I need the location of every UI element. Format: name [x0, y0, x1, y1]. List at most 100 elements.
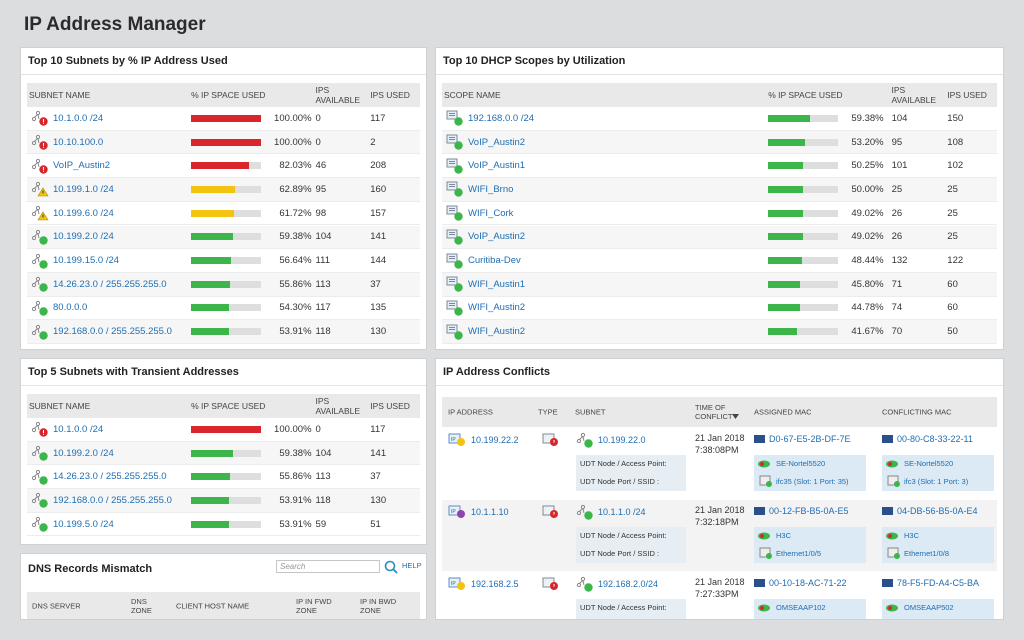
panel-title: Top 10 DHCP Scopes by Utilization — [443, 55, 626, 67]
subnet-link[interactable]: 10.199.2.0 /24 — [53, 231, 114, 243]
subnet-link[interactable]: 14.26.23.0 / 255.255.255.0 — [53, 278, 167, 290]
ip-link[interactable]: 10.199.22.2 — [471, 435, 519, 445]
subnet-link[interactable]: VoIP_Austin2 — [53, 160, 111, 172]
subnet-link[interactable]: 80.0.0.0 — [53, 302, 88, 314]
subnet-link[interactable]: 10.1.0.0 /24 — [53, 423, 104, 435]
table-row: 14.26.23.0 / 255.255.255.0 55.86% 113 37 — [27, 465, 420, 490]
subnet-link[interactable]: 10.1.1.0 /24 — [598, 507, 646, 517]
table-row: VoIP_Austin1 50.25% 101 102 — [442, 154, 997, 179]
bar — [191, 114, 262, 122]
icon — [754, 579, 765, 587]
subnet-link[interactable]: Curitiba-Dev — [468, 255, 521, 267]
subnet-link[interactable]: WIFI_Austin1 — [468, 278, 526, 290]
page-title: IP Address Manager — [24, 14, 206, 35]
mac-link[interactable]: 00-80-C8-33-22-11 — [897, 434, 973, 444]
subnet-link[interactable]: VoIP_Austin2 — [468, 231, 526, 243]
bar-track — [191, 328, 262, 336]
table-row: WIFI_Austin2 44.78% 74 60 — [442, 297, 997, 321]
bar-cell — [768, 233, 844, 241]
column-header: CONFLICTING MAC — [882, 407, 952, 417]
subnet-link[interactable]: WIFI_Austin2 — [468, 302, 526, 314]
subnet-link[interactable]: 192.168.0.0 /24 — [468, 112, 535, 124]
icon — [576, 576, 593, 592]
subnet-link[interactable]: 10.199.1.0 /24 — [53, 183, 114, 195]
name-cell: 14.26.23.0 / 255.255.255.0 — [27, 469, 191, 485]
subnet-link[interactable]: 14.26.23.0 / 255.255.255.0 — [53, 471, 167, 483]
table-row: 80.0.0.0 54.30% 117 135 — [27, 297, 420, 321]
panel-title: Top 5 Subnets with Transient Addresses — [28, 366, 239, 378]
conflicts-panel: IP Address Conflicts IP ADDRESS TYPE SUBNE… — [435, 358, 1004, 620]
ip-link[interactable]: 192.168.2.5 — [471, 579, 519, 589]
used: 150 — [947, 112, 964, 124]
table-row: 10.199.5.0 /24 53.91% 59 51 — [27, 513, 420, 537]
column-header: TIME OF CONFLICT — [695, 403, 733, 421]
port-link[interactable]: ifc3 (Slot: 1 Port: 3) — [904, 477, 969, 486]
icon — [31, 300, 48, 316]
bar-track — [191, 233, 262, 241]
pct-text: 44.78% — [851, 302, 884, 314]
available: 59 — [315, 518, 327, 530]
mac-link[interactable]: 00-12-FB-B5-0A-E5 — [769, 506, 849, 516]
conflict-time: 7:32:18PM — [695, 517, 739, 527]
subnet-link[interactable]: 10.199.6.0 /24 — [53, 207, 114, 219]
name-cell: WIFI_Brno — [442, 181, 768, 198]
subnet-link[interactable]: WIFI_Austin2 — [468, 326, 526, 338]
ip-link[interactable]: 10.1.1.10 — [471, 507, 509, 517]
subnet-link[interactable]: WIFI_Cork — [468, 207, 514, 219]
table-row: 10.199.2.0 /24 59.38% 104 141 — [27, 441, 420, 466]
column-header: IPS AVAILABLE — [315, 85, 361, 105]
subnet-link[interactable]: 10.199.5.0 /24 — [53, 518, 114, 530]
subnet-link[interactable]: 10.199.22.0 — [598, 435, 646, 445]
bar — [191, 425, 262, 433]
mac-link[interactable]: 04-DB-56-B5-0A-E4 — [897, 506, 978, 516]
mac-link[interactable]: 78-F5-FD-A4-C5-BA — [897, 578, 980, 588]
subnet-link[interactable]: 192.168.2.0/24 — [598, 579, 659, 589]
port-link[interactable]: ifc35 (Slot: 1 Port: 35) — [776, 477, 849, 486]
node-link[interactable]: H3C — [904, 531, 920, 540]
available: 117 — [315, 302, 331, 314]
mac-link[interactable]: 00-10-18-AC-71-22 — [769, 578, 847, 588]
search-box[interactable]: Search — [276, 560, 380, 573]
search-icon[interactable] — [384, 560, 398, 574]
subnet-link[interactable]: 192.168.0.0 / 255.255.255.0 — [53, 326, 172, 338]
node-link[interactable]: SE-Nortel5520 — [776, 459, 826, 468]
table-row: 10.1.0.0 /24 100.00% 0 117 — [27, 107, 420, 131]
subnet-link[interactable]: 10.199.2.0 /24 — [53, 447, 114, 459]
icon — [758, 460, 770, 468]
table-header: SCOPE NAME % IP SPACE USED IPS AVAILABLE IP… — [442, 83, 997, 107]
conflict-date: 21 Jan 2018 — [695, 577, 745, 587]
udt-label: UDT Node / Access Point: — [580, 531, 667, 540]
node-link[interactable]: OMSEAAP502 — [904, 603, 954, 612]
subnet-link[interactable]: VoIP_Austin1 — [468, 160, 526, 172]
name-cell: 192.168.0.0 /24 — [442, 110, 768, 127]
icon — [882, 507, 893, 515]
column-header: IPS AVAILABLE — [891, 85, 937, 105]
port-link[interactable]: Ethernet1/0/5 — [776, 549, 822, 558]
name-cell: 192.168.0.0 / 255.255.255.0 — [27, 324, 191, 340]
pct-text: 53.91% — [279, 326, 312, 338]
mac-link[interactable]: D0-67-E5-2B-DF-7E — [769, 434, 851, 444]
subnet-link[interactable]: 192.168.0.0 / 255.255.255.0 — [53, 494, 172, 506]
port-link[interactable]: Ethernet1/0/8 — [904, 549, 950, 558]
node-link[interactable]: SE-Nortel5520 — [904, 459, 954, 468]
node-link[interactable]: OMSEAAP102 — [776, 603, 826, 612]
used: 157 — [370, 207, 387, 219]
bar-track — [191, 280, 262, 288]
subnet-link[interactable]: 10.10.100.0 — [53, 136, 104, 148]
svg-text:IP: IP — [451, 581, 456, 587]
node-link[interactable]: H3C — [776, 531, 792, 540]
column-header: SUBNET — [575, 407, 606, 417]
subnet-link[interactable]: 10.1.0.0 /24 — [53, 112, 104, 124]
bar — [191, 304, 230, 312]
subnet-link[interactable]: VoIP_Austin2 — [468, 136, 526, 148]
help-link[interactable]: HELP — [402, 561, 422, 570]
conflict-row: IP 192.168.2.5 192.168.2.0/24 UDT Node / Ac… — [442, 572, 997, 619]
subnet-link[interactable]: 10.199.15.0 /24 — [53, 255, 120, 267]
subnet-link[interactable]: WIFI_Brno — [468, 183, 514, 195]
bar-track — [768, 328, 839, 336]
bar — [191, 496, 229, 504]
bar — [191, 257, 231, 265]
icon — [31, 422, 48, 438]
bar — [768, 162, 804, 170]
icon — [446, 158, 463, 174]
